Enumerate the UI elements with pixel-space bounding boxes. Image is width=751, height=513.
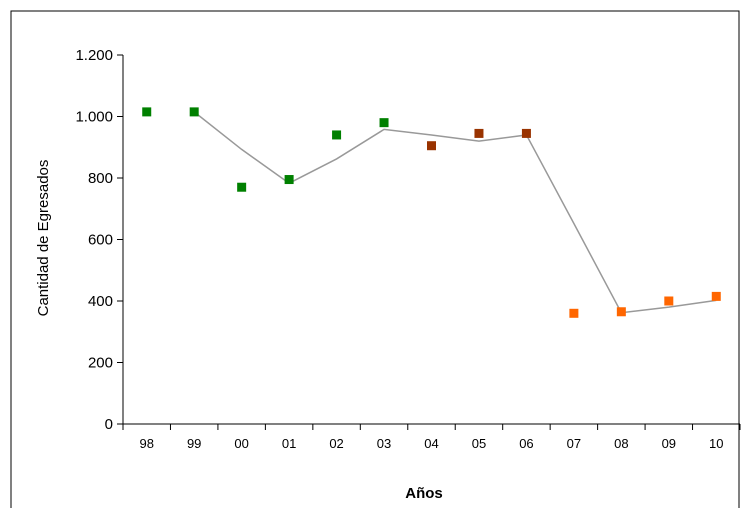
data-point-07 — [569, 308, 579, 318]
data-point-05 — [474, 128, 484, 138]
data-point-06 — [521, 128, 531, 138]
data-point-04 — [427, 141, 436, 151]
x-tick-label: 02 — [329, 436, 343, 451]
x-tick-label: 04 — [424, 436, 438, 451]
x-tick-label: 09 — [662, 436, 676, 451]
data-point-02 — [332, 130, 342, 140]
y-tick-label: 1.200 — [75, 47, 113, 64]
x-tick-label: 08 — [614, 436, 628, 451]
y-tick-label: 1.000 — [75, 109, 113, 126]
data-point-03 — [379, 118, 389, 128]
data-point-98 — [142, 107, 152, 117]
x-tick-label: 06 — [519, 436, 533, 451]
trend-line — [193, 111, 717, 314]
x-axis-title: Años — [405, 485, 443, 502]
x-tick-label: 01 — [282, 436, 296, 451]
x-tick-label: 07 — [567, 436, 581, 451]
data-point-99 — [189, 107, 199, 117]
y-tick-label: 0 — [105, 416, 113, 433]
data-point-09 — [664, 296, 674, 306]
x-tick-label: 99 — [187, 436, 201, 451]
x-tick-label: 03 — [377, 436, 391, 451]
trend-lines — [193, 111, 717, 314]
data-point-08 — [616, 307, 626, 317]
data-points — [142, 107, 721, 318]
x-tick-label: 00 — [234, 436, 248, 451]
y-tick-label: 600 — [88, 232, 113, 249]
y-axis-title: Cantidad de Egresados — [35, 160, 52, 317]
data-point-00 — [237, 182, 247, 192]
y-tick-label: 200 — [88, 355, 113, 372]
data-point-01 — [284, 175, 294, 185]
x-tick-label: 98 — [139, 436, 153, 451]
y-tick-label: 800 — [88, 170, 113, 187]
x-tick-label: 10 — [709, 436, 723, 451]
data-point-10 — [711, 291, 721, 301]
chart-border — [10, 10, 740, 512]
x-tick-label: 05 — [472, 436, 486, 451]
axes: 0 200 400 600 800 1.000 1.200 98 99 00 01 02 03 04 05 0… — [75, 47, 741, 451]
y-tick-label: 400 — [88, 293, 113, 310]
